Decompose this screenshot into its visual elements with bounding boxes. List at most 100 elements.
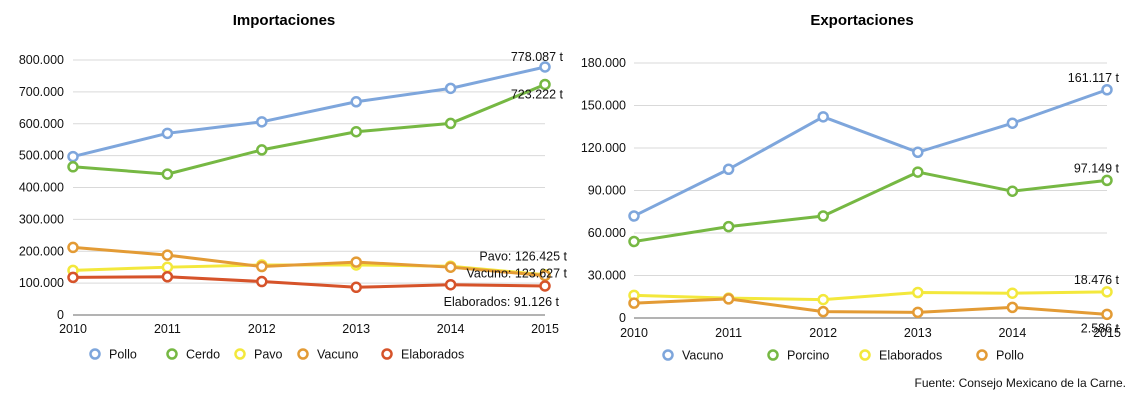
- data-point-importaciones-cerdo-2010: [67, 161, 79, 173]
- data-point-exportaciones-elaborados-2014: [1006, 287, 1019, 299]
- y-tick-label-importaciones-7: 700.000: [19, 85, 64, 99]
- data-point-importaciones-elaborados-2011: [161, 271, 174, 283]
- legend-marker-exportaciones-vacuno: [662, 349, 674, 361]
- legend-label-exportaciones-elaborados: Elaborados: [879, 349, 942, 363]
- legend-marker-importaciones-cerdo: [166, 348, 178, 360]
- data-point-importaciones-cerdo-2014: [444, 117, 457, 130]
- x-tick-label-importaciones-2013: 2013: [342, 322, 370, 336]
- y-tick-label-importaciones-6: 600.000: [19, 117, 64, 131]
- y-tick-label-exportaciones-4: 120.000: [581, 141, 626, 155]
- annotation-exportaciones-pollo: 2.586 t: [1081, 321, 1120, 335]
- legend-item-importaciones-cerdo: Cerdo: [166, 348, 220, 362]
- series-line-importaciones-pollo: [72, 65, 546, 159]
- y-tick-label-importaciones-0: 0: [57, 308, 64, 322]
- data-point-importaciones-elaborados-2013: [350, 281, 362, 294]
- data-point-exportaciones-porcino-2015: [1101, 174, 1113, 187]
- legend-item-importaciones-vacuno: Vacuno: [297, 348, 359, 362]
- legend-marker-exportaciones-pollo: [976, 349, 988, 361]
- y-tick-label-exportaciones-2: 60.000: [588, 226, 626, 240]
- legend-label-importaciones-vacuno: Vacuno: [317, 348, 359, 362]
- legend-item-exportaciones-pollo: Pollo: [976, 349, 1024, 363]
- data-point-importaciones-elaborados-2014: [444, 278, 457, 291]
- source-note: Fuente: Consejo Mexicano de la Carne.: [915, 376, 1126, 390]
- x-tick-label-importaciones-2010: 2010: [59, 322, 87, 336]
- data-point-exportaciones-vacuno-2015: [1101, 84, 1113, 96]
- data-point-exportaciones-elaborados-2013: [912, 286, 924, 299]
- series-exportaciones-vacuno: [628, 84, 1113, 222]
- data-point-exportaciones-porcino-2010: [628, 235, 640, 248]
- data-point-exportaciones-vacuno-2014: [1006, 117, 1019, 129]
- x-tick-label-exportaciones-2011: 2011: [715, 326, 742, 340]
- x-tick-label-importaciones-2014: 2014: [437, 322, 465, 336]
- annotation-exportaciones-porcino: 97.149 t: [1074, 161, 1120, 175]
- data-point-importaciones-elaborados-2012: [256, 275, 268, 288]
- x-tick-label-importaciones-2011: 2011: [154, 322, 181, 336]
- y-tick-label-importaciones-4: 400.000: [19, 181, 64, 195]
- data-point-exportaciones-pollo-2010: [628, 297, 640, 309]
- data-point-importaciones-vacuno-2011: [161, 249, 174, 261]
- chart-exportaciones: 0 30.000 60.000 90.000 120.000 150.000 180.000…: [581, 56, 1121, 363]
- data-point-exportaciones-porcino-2011: [722, 220, 735, 233]
- x-tick-label-exportaciones-2014: 2014: [998, 326, 1026, 340]
- legend-item-exportaciones-elaborados: Elaborados: [859, 349, 942, 363]
- legend-item-exportaciones-vacuno: Vacuno: [662, 349, 724, 363]
- y-tick-label-exportaciones-1: 30.000: [588, 269, 626, 283]
- data-point-exportaciones-porcino-2012: [817, 210, 829, 222]
- data-point-importaciones-elaborados-2015: [539, 280, 551, 292]
- data-point-importaciones-vacuno-2012: [256, 260, 268, 273]
- x-tick-label-exportaciones-2013: 2013: [904, 326, 932, 340]
- legend-marker-exportaciones-porcino: [767, 349, 779, 361]
- legend-marker-importaciones-pollo: [89, 348, 101, 360]
- series-line-exportaciones-elaborados: [633, 290, 1108, 302]
- annotation-importaciones-vacuno: Vacuno: 123.627 t: [466, 267, 567, 281]
- y-tick-label-importaciones-8: 800.000: [19, 53, 64, 67]
- data-point-importaciones-vacuno-2010: [67, 241, 79, 254]
- series-importaciones-cerdo: [67, 78, 551, 180]
- data-point-exportaciones-vacuno-2011: [722, 163, 735, 175]
- series-line-exportaciones-vacuno: [633, 88, 1108, 218]
- legend-label-exportaciones-vacuno: Vacuno: [682, 349, 724, 363]
- legend-item-importaciones-elaborados: Elaborados: [381, 348, 464, 362]
- y-tick-label-importaciones-5: 500.000: [19, 149, 64, 163]
- y-tick-label-exportaciones-6: 180.000: [581, 56, 626, 70]
- legend-label-importaciones-cerdo: Cerdo: [186, 348, 220, 362]
- legend-label-importaciones-elaborados: Elaborados: [401, 348, 464, 362]
- x-tick-label-exportaciones-2010: 2010: [620, 326, 648, 340]
- data-point-exportaciones-porcino-2014: [1006, 185, 1019, 197]
- series-line-exportaciones-pollo: [633, 297, 1108, 316]
- legend-label-exportaciones-porcino: Porcino: [787, 349, 829, 363]
- chart-importaciones: 0 100.000 200.000 300.000 400.000 500.000 600.…: [19, 50, 568, 362]
- series-exportaciones-pollo: [628, 293, 1113, 321]
- y-tick-label-importaciones-2: 200.000: [19, 244, 64, 258]
- x-tick-label-importaciones-2012: 2012: [248, 322, 276, 336]
- legend-item-exportaciones-porcino: Porcino: [767, 349, 829, 363]
- series-line-importaciones-elaborados: [72, 275, 546, 289]
- data-point-importaciones-vacuno-2015: [539, 269, 551, 282]
- data-point-importaciones-cerdo-2013: [350, 125, 362, 138]
- data-point-importaciones-pollo-2014: [444, 82, 457, 95]
- series-exportaciones-porcino: [628, 166, 1113, 248]
- data-point-exportaciones-pollo-2011: [722, 293, 735, 305]
- x-tick-label-exportaciones-2015: 2015: [1093, 326, 1121, 340]
- data-point-importaciones-cerdo-2015: [539, 78, 551, 91]
- data-point-exportaciones-elaborados-2012: [817, 293, 829, 306]
- data-point-importaciones-pavo-2011: [161, 261, 174, 273]
- data-point-importaciones-pollo-2012: [256, 116, 268, 128]
- data-point-exportaciones-vacuno-2013: [912, 146, 924, 158]
- chart-title-importaciones: Importaciones: [233, 12, 336, 29]
- data-point-exportaciones-porcino-2013: [912, 166, 924, 178]
- legend-label-exportaciones-pollo: Pollo: [996, 349, 1024, 363]
- legend-marker-importaciones-vacuno: [297, 348, 309, 360]
- y-tick-label-exportaciones-3: 90.000: [588, 184, 626, 198]
- data-point-importaciones-vacuno-2013: [350, 256, 362, 268]
- legend-marker-exportaciones-elaborados: [859, 349, 871, 361]
- data-point-exportaciones-vacuno-2010: [628, 210, 640, 222]
- annotation-importaciones-elaborados: Elaborados: 91.126 t: [444, 295, 560, 309]
- data-point-exportaciones-pollo-2014: [1006, 301, 1019, 314]
- y-tick-label-exportaciones-5: 150.000: [581, 99, 626, 113]
- y-tick-label-exportaciones-0: 0: [619, 311, 626, 325]
- data-point-exportaciones-elaborados-2015: [1101, 286, 1113, 298]
- data-point-exportaciones-vacuno-2012: [817, 111, 829, 123]
- data-point-importaciones-vacuno-2014: [444, 261, 457, 273]
- data-point-exportaciones-pollo-2013: [912, 306, 924, 319]
